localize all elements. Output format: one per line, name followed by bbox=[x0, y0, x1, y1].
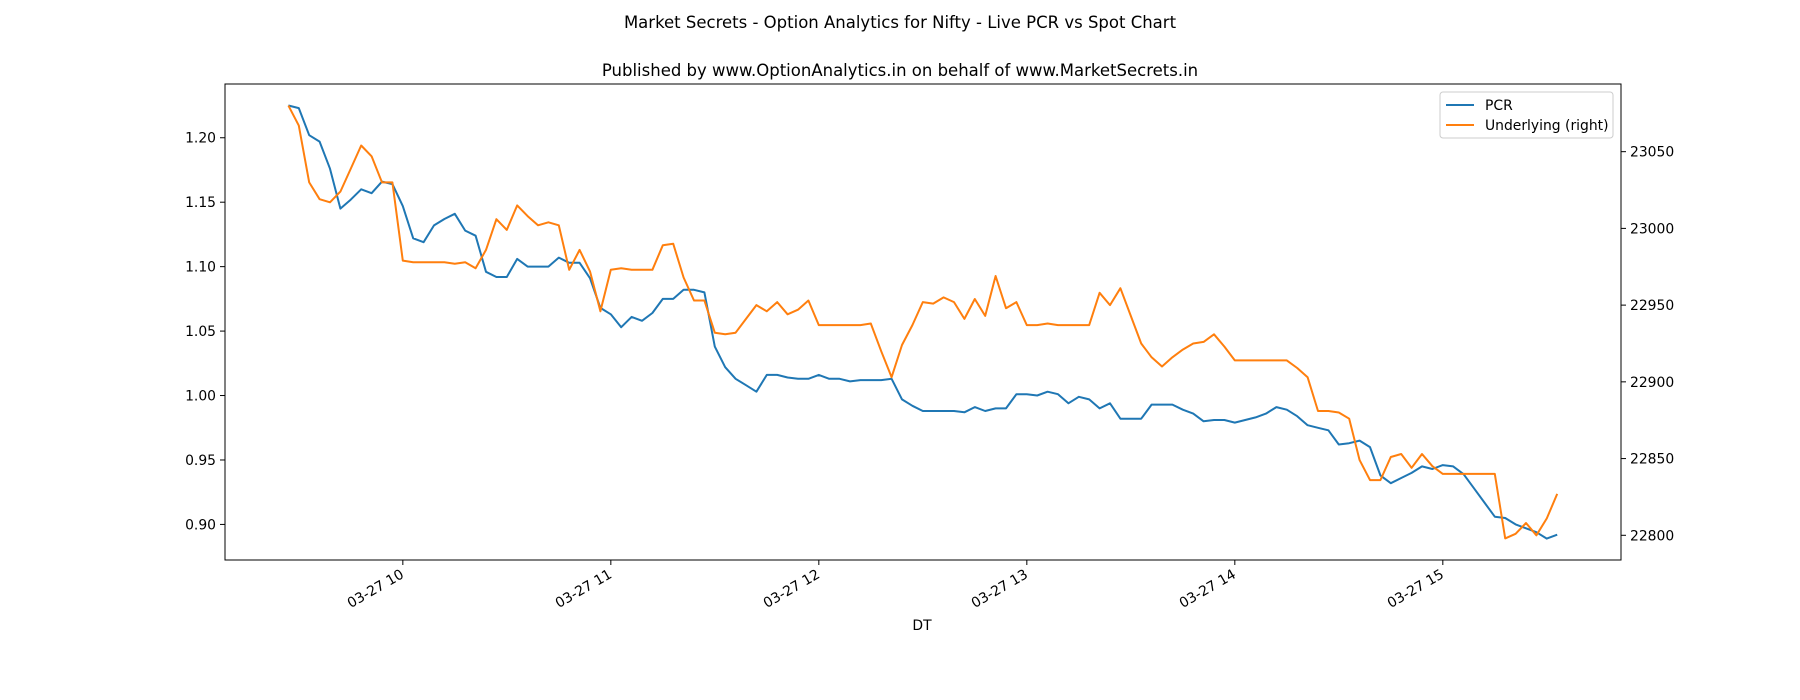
y-tick-label: 0.95 bbox=[185, 453, 216, 469]
y-right-tick-label: 22900 bbox=[1630, 375, 1674, 391]
y-tick-label: 1.20 bbox=[185, 131, 216, 147]
ticks-layer: 0.90 0.95 1.00 1.05 1.10 1.15 1.20 22800 22850 22… bbox=[185, 131, 1674, 612]
y-tick-label: 1.15 bbox=[185, 195, 216, 211]
plot-frame bbox=[224, 83, 1622, 561]
x-tick-label: 03-27 11 bbox=[553, 567, 615, 612]
legend-underlying-label: Underlying (right) bbox=[1485, 118, 1609, 134]
chart-suptitle: Market Secrets - Option Analytics for Ni… bbox=[624, 13, 1177, 32]
series-layer bbox=[287, 104, 1559, 540]
pcr-line bbox=[288, 104, 1558, 540]
x-tick-label: 03-27 10 bbox=[345, 567, 407, 612]
x-tick-label: 03-27 15 bbox=[1385, 567, 1447, 612]
y-right-tick-label: 23050 bbox=[1630, 145, 1674, 161]
y-tick-label: 0.90 bbox=[185, 517, 216, 533]
y-right-tick-label: 22850 bbox=[1630, 452, 1674, 468]
x-tick-label: 03-27 12 bbox=[761, 567, 823, 612]
y-tick-label: 1.00 bbox=[185, 389, 216, 405]
y-tick-label: 1.05 bbox=[185, 324, 216, 340]
chart-title: Published by www.OptionAnalytics.in on b… bbox=[602, 61, 1198, 80]
y-right-tick-label: 22800 bbox=[1630, 528, 1674, 544]
x-tick-label: 03-27 14 bbox=[1177, 567, 1239, 612]
x-axis-label: DT bbox=[912, 618, 932, 634]
legend-pcr-label: PCR bbox=[1485, 98, 1513, 114]
x-tick-label: 03-27 13 bbox=[969, 567, 1031, 612]
legend-box bbox=[1439, 91, 1614, 139]
legend: PCR Underlying (right) bbox=[1439, 91, 1614, 139]
y-right-tick-label: 22950 bbox=[1630, 298, 1674, 314]
underlying-line bbox=[287, 105, 1559, 540]
y-right-tick-label: 23000 bbox=[1630, 221, 1674, 237]
y-tick-label: 1.10 bbox=[185, 260, 216, 276]
